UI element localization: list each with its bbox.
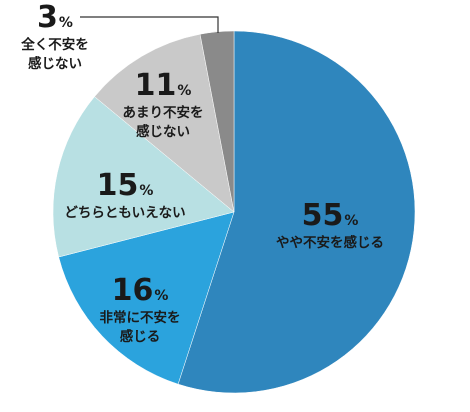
- pie-slice: [58, 211, 235, 385]
- pie-slices: [52, 30, 416, 394]
- slice-category: どちらともいえない: [64, 205, 185, 221]
- slice-percent: 15%: [97, 168, 154, 203]
- leader-line: [80, 16, 219, 33]
- slice-category: 全く不安を: [20, 36, 89, 53]
- slice-label: 55%やや不安を感じる: [276, 198, 384, 251]
- slice-category: 感じる: [120, 328, 161, 345]
- slice-category: 非常に不安を: [100, 309, 181, 326]
- slice-percent: 11%: [135, 68, 192, 103]
- pie-slice: [177, 30, 416, 394]
- slice-label: 15% どちらともいえない: [64, 168, 185, 221]
- slice-percent: 55%: [302, 198, 359, 233]
- slice-percent: 16%: [112, 273, 169, 308]
- pie-slice: [94, 33, 235, 213]
- slice-category: 感じない: [136, 123, 190, 140]
- slice-category: 感じない: [28, 55, 82, 72]
- pie-slice: [52, 96, 235, 258]
- pie-slice: [199, 30, 235, 213]
- slice-category: やや不安を感じる: [276, 234, 384, 251]
- slice-category: あまり不安を: [123, 104, 204, 121]
- slice-percent: 3%: [37, 0, 73, 35]
